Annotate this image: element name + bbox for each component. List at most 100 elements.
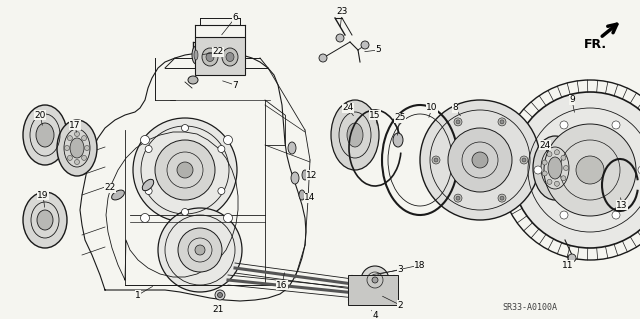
- Circle shape: [218, 293, 223, 298]
- Circle shape: [498, 118, 506, 126]
- Text: 14: 14: [304, 194, 316, 203]
- Circle shape: [223, 213, 232, 222]
- Ellipse shape: [142, 179, 154, 191]
- Circle shape: [554, 181, 559, 186]
- Text: 6: 6: [232, 13, 238, 23]
- Ellipse shape: [331, 100, 379, 170]
- Ellipse shape: [23, 192, 67, 248]
- Ellipse shape: [70, 138, 84, 158]
- Circle shape: [145, 145, 152, 152]
- Ellipse shape: [288, 142, 296, 154]
- Circle shape: [560, 211, 568, 219]
- Circle shape: [561, 176, 566, 181]
- Text: 2: 2: [397, 300, 403, 309]
- Ellipse shape: [178, 228, 222, 272]
- Ellipse shape: [548, 157, 562, 179]
- Ellipse shape: [576, 156, 604, 184]
- Ellipse shape: [361, 266, 389, 294]
- Circle shape: [319, 54, 327, 62]
- Text: 3: 3: [397, 265, 403, 275]
- Circle shape: [612, 211, 620, 219]
- Text: SR33-A0100A: SR33-A0100A: [502, 303, 557, 313]
- Circle shape: [74, 131, 79, 137]
- Ellipse shape: [57, 120, 97, 176]
- Ellipse shape: [111, 190, 124, 200]
- Ellipse shape: [37, 210, 53, 230]
- Ellipse shape: [448, 128, 512, 192]
- Ellipse shape: [291, 172, 299, 184]
- Text: 15: 15: [369, 110, 381, 120]
- Circle shape: [547, 152, 552, 157]
- Circle shape: [563, 166, 568, 170]
- Ellipse shape: [393, 133, 403, 147]
- Circle shape: [612, 121, 620, 129]
- Circle shape: [223, 136, 232, 145]
- Circle shape: [542, 160, 547, 165]
- Circle shape: [336, 34, 344, 42]
- Circle shape: [84, 145, 90, 151]
- Circle shape: [218, 188, 225, 195]
- Text: 5: 5: [375, 46, 381, 55]
- Text: 20: 20: [35, 110, 45, 120]
- Ellipse shape: [133, 118, 237, 222]
- Ellipse shape: [194, 50, 198, 60]
- Circle shape: [520, 156, 528, 164]
- Text: 22: 22: [212, 48, 223, 56]
- Circle shape: [141, 213, 150, 222]
- Text: 25: 25: [394, 114, 406, 122]
- Circle shape: [141, 136, 150, 145]
- Circle shape: [454, 118, 462, 126]
- Ellipse shape: [226, 53, 234, 62]
- Ellipse shape: [222, 48, 238, 66]
- Circle shape: [145, 188, 152, 195]
- Circle shape: [638, 166, 640, 174]
- Text: 13: 13: [616, 201, 628, 210]
- Circle shape: [81, 136, 86, 141]
- Circle shape: [67, 136, 72, 141]
- Circle shape: [215, 290, 225, 300]
- Ellipse shape: [299, 190, 305, 200]
- Text: 8: 8: [452, 103, 458, 113]
- Ellipse shape: [420, 100, 540, 220]
- Text: 16: 16: [276, 280, 288, 290]
- Circle shape: [432, 156, 440, 164]
- Circle shape: [522, 158, 526, 162]
- Ellipse shape: [206, 53, 214, 62]
- Ellipse shape: [202, 48, 218, 66]
- Ellipse shape: [512, 92, 640, 248]
- Bar: [195, 37, 245, 75]
- Ellipse shape: [155, 140, 215, 200]
- Text: 11: 11: [563, 261, 573, 270]
- Ellipse shape: [195, 245, 205, 255]
- Ellipse shape: [533, 136, 577, 200]
- Text: 1: 1: [135, 291, 141, 300]
- Text: 17: 17: [69, 121, 81, 130]
- Circle shape: [81, 155, 86, 160]
- Circle shape: [182, 209, 189, 216]
- Circle shape: [498, 194, 506, 202]
- Text: 22: 22: [104, 183, 116, 192]
- Text: 21: 21: [212, 306, 224, 315]
- Circle shape: [456, 120, 460, 124]
- Circle shape: [568, 254, 576, 262]
- Bar: [348, 275, 398, 305]
- Circle shape: [67, 155, 72, 160]
- Circle shape: [554, 150, 559, 155]
- Circle shape: [434, 158, 438, 162]
- Ellipse shape: [472, 152, 488, 168]
- Text: 19: 19: [37, 190, 49, 199]
- Text: FR.: FR.: [584, 39, 607, 51]
- Ellipse shape: [192, 46, 200, 64]
- Text: 12: 12: [307, 170, 317, 180]
- Ellipse shape: [158, 208, 242, 292]
- Circle shape: [361, 41, 369, 49]
- Ellipse shape: [177, 162, 193, 178]
- Text: 4: 4: [372, 310, 378, 319]
- Ellipse shape: [544, 124, 636, 216]
- Text: 7: 7: [232, 80, 238, 90]
- Circle shape: [542, 171, 547, 176]
- Ellipse shape: [23, 105, 67, 165]
- Circle shape: [500, 196, 504, 200]
- Text: 24: 24: [540, 140, 550, 150]
- Circle shape: [560, 121, 568, 129]
